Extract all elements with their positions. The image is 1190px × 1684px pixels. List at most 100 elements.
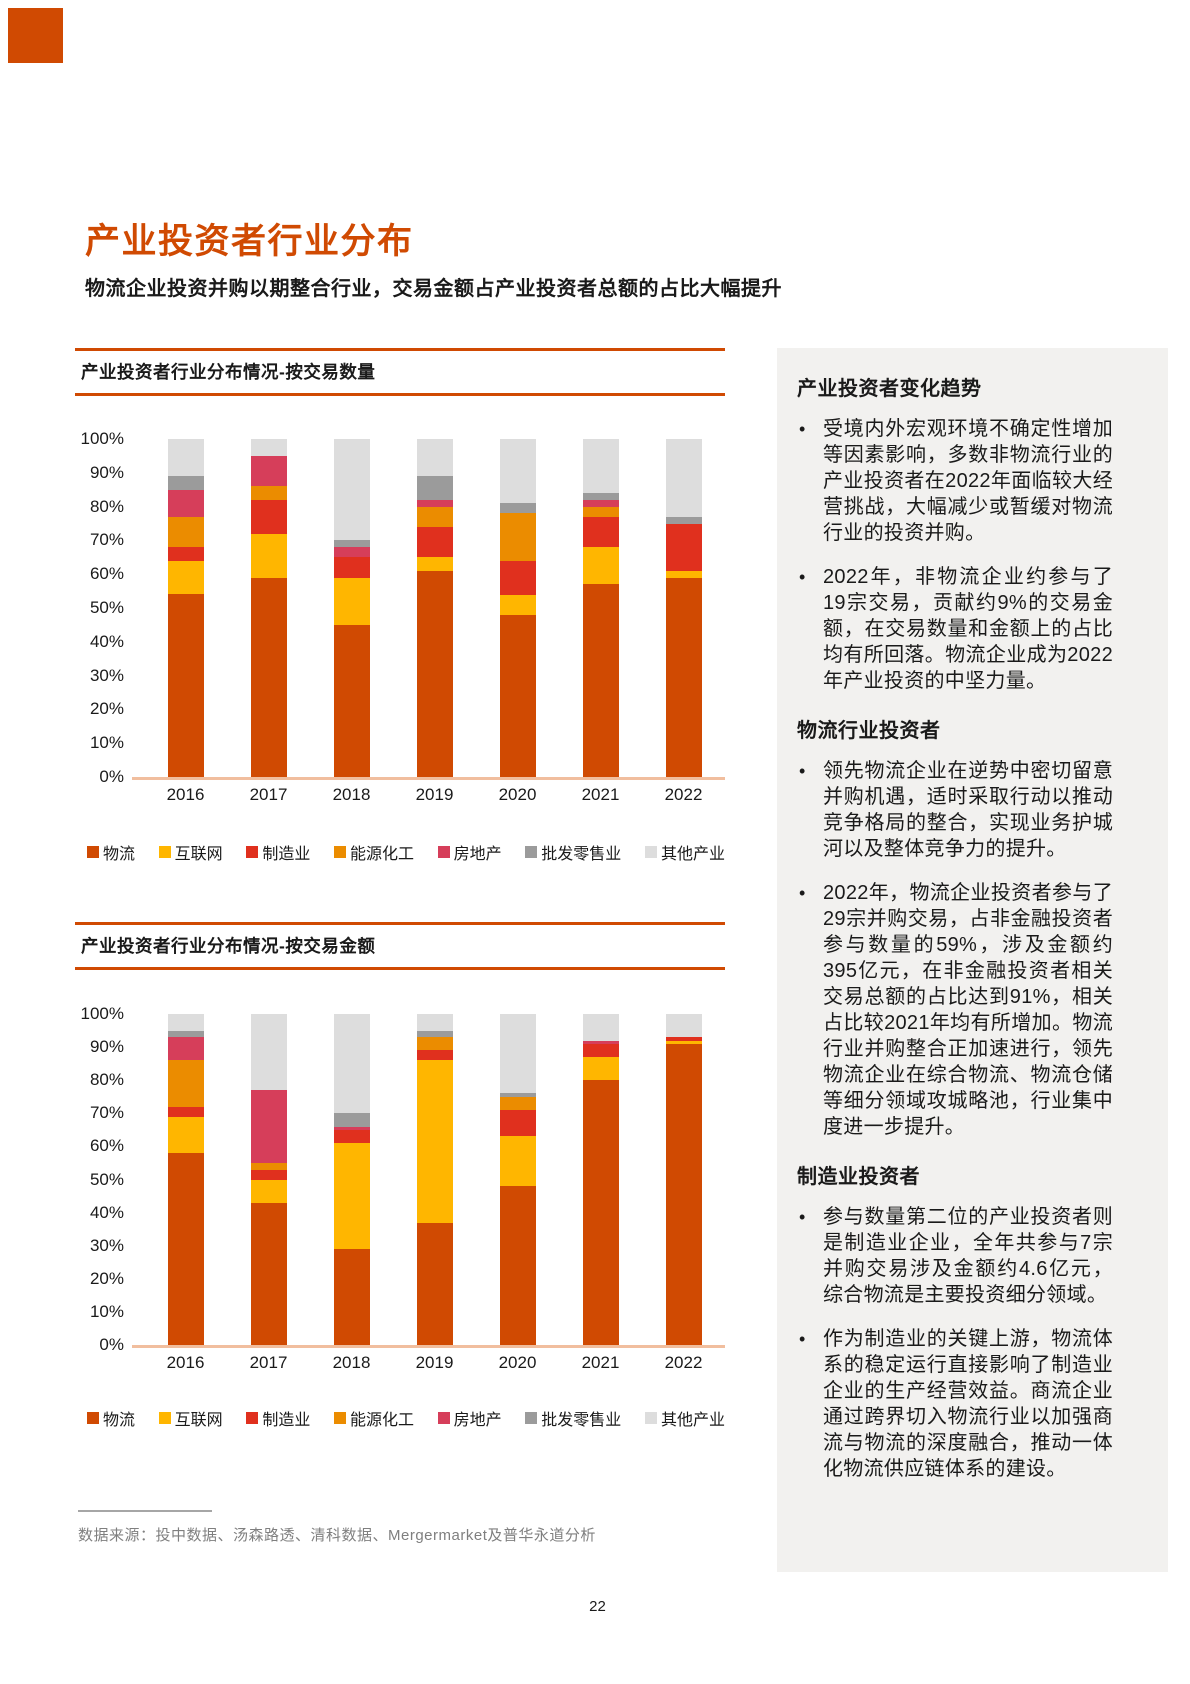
legend-swatch: [333, 1412, 346, 1424]
y-tick-label: 60%: [89, 1136, 124, 1156]
page-number: 22: [589, 1598, 606, 1615]
legend-label: 房地产: [453, 846, 502, 863]
bar-slot: [310, 1014, 393, 1345]
commentary-bullet: • 受境内外宏观环境不确定性增加等因素影响，多数非物流行业的产业投资者在2022年…: [797, 416, 1113, 546]
bar-segment: [250, 1014, 287, 1091]
bar-segment: [333, 439, 370, 541]
stacked-bar-2017: [250, 439, 287, 777]
bar-segment: [499, 513, 536, 561]
legend-item: 物流: [87, 1406, 135, 1430]
bar-segment: [167, 560, 204, 595]
bar-segment: [167, 594, 204, 777]
bar-segment: [333, 1143, 370, 1250]
bar-segment: [416, 557, 453, 571]
commentary-section: 物流行业投资者 • 领先物流企业在逆势中密切留意并购机遇，适时采取行动以推动竞争格局…: [797, 718, 1113, 1140]
bar-segment: [582, 1043, 619, 1058]
y-axis: 0% 10% 20% 30% 40% 50% 60% 70% 80% 90% 100%: [75, 1004, 132, 1354]
bullet-text: 作为制造业的关键上游，物流体系的稳定运行直接影响了制造业企业的生产经营效益。商流…: [823, 1328, 1113, 1480]
x-tick-label: 2016: [166, 785, 205, 804]
legend-item: 批发零售业: [525, 840, 621, 864]
x-tick-label: 2022: [664, 1353, 703, 1372]
legend-item: 房地产: [437, 840, 502, 864]
legend-item: 制造业: [246, 1406, 310, 1430]
bar-segment: [499, 614, 536, 777]
brand-corner-square: [8, 8, 63, 63]
bar-segment: [250, 1169, 287, 1180]
bar-segment: [333, 1126, 370, 1130]
y-tick-label: 20%: [89, 1268, 124, 1288]
bar-segment: [250, 455, 287, 487]
legend-swatch: [644, 846, 657, 858]
bar-segment: [582, 1040, 619, 1044]
bar-segment: [250, 577, 287, 777]
legend-swatch: [437, 1412, 450, 1424]
bar-slot: [476, 439, 559, 777]
bar-slot: [559, 1014, 642, 1345]
bullet-text: 领先物流企业在逆势中密切留意并购机遇，适时采取行动以推动竞争格局的整合，实现业务…: [823, 760, 1113, 860]
legend-item: 能源化工: [333, 840, 414, 864]
bar-segment: [167, 476, 204, 490]
plot-area: [132, 1014, 725, 1348]
legend-swatch: [158, 846, 171, 858]
bar-slot: [310, 439, 393, 777]
bar-segment: [499, 1186, 536, 1345]
commentary-heading: 物流行业投资者: [797, 720, 941, 742]
bar-segment: [416, 439, 453, 477]
bar-segment: [333, 1113, 370, 1127]
bar-segment: [499, 560, 536, 595]
y-tick-label: 100%: [80, 429, 124, 448]
stacked-bar-2018: [333, 439, 370, 777]
y-tick-label: 80%: [89, 496, 124, 516]
y-tick-label: 0%: [99, 767, 124, 786]
y-tick-label: 0%: [99, 1335, 124, 1354]
y-tick-label: 80%: [89, 1070, 124, 1090]
bar-segment: [665, 570, 702, 578]
plot-area: [132, 439, 725, 780]
stacked-bar-2020: [499, 439, 536, 777]
legend-label: 物流: [103, 846, 136, 863]
legend-label: 其他产业: [660, 1412, 725, 1429]
bullet-marker: •: [799, 567, 806, 587]
bar-segment: [167, 439, 204, 477]
y-tick-label: 10%: [89, 1301, 124, 1321]
chart-legend: 物流 互联网 制造业 能源化工 房地产 批发零售业 其他产业: [87, 1406, 725, 1430]
stacked-bar-2017: [250, 1014, 287, 1345]
source-note: 数据来源：投中数据、汤森路透、清科数据、Mergermarket及普华永道分析: [78, 1527, 596, 1544]
bullet-marker: •: [799, 1329, 806, 1349]
stacked-bar-2021: [582, 439, 619, 777]
legend-swatch: [437, 846, 450, 858]
x-tick-label: 2021: [581, 785, 620, 804]
bar-segment: [416, 570, 453, 777]
bar-slot: [227, 1014, 310, 1345]
commentary-heading: 制造业投资者: [797, 1166, 920, 1188]
bar-segment: [665, 523, 702, 571]
legend-label: 制造业: [262, 1412, 311, 1429]
bar-segment: [416, 499, 453, 507]
legend-swatch: [87, 1412, 99, 1424]
stacked-bar-2016: [167, 1014, 204, 1345]
legend-label: 房地产: [453, 1412, 502, 1429]
legend-swatch: [158, 1412, 171, 1424]
bar-segment: [416, 1050, 453, 1061]
bar-segment: [167, 1116, 204, 1154]
bar-segment: [167, 516, 204, 548]
legend-swatch: [246, 1412, 259, 1424]
legend-swatch: [333, 846, 346, 858]
legend-label: 批发零售业: [541, 1412, 622, 1429]
y-tick-label: 20%: [89, 699, 124, 719]
chart-by-deal-count: 产业投资者行业分布情况-按交易数量 0% 10% 20% 30% 40% 50% 60% 70…: [75, 348, 725, 864]
x-tick-label: 2020: [498, 785, 537, 804]
bar-segment: [582, 516, 619, 548]
bar-segment: [167, 1014, 204, 1031]
bar-segment: [499, 439, 536, 504]
bar-segment: [582, 584, 619, 777]
bar-segment: [499, 1093, 536, 1097]
stacked-bar-2020: [499, 1014, 536, 1345]
x-tick-label: 2020: [498, 1353, 537, 1372]
y-tick-label: 40%: [89, 1202, 124, 1222]
bullet-text: 2022年，非物流企业约参与了19宗交易，贡献约9%的交易金额，在交易数量和金额…: [823, 566, 1113, 692]
bar-segment: [167, 1060, 204, 1107]
stacked-bar-2019: [416, 439, 453, 777]
legend-item: 房地产: [437, 1406, 502, 1430]
legend-item: 批发零售业: [525, 1406, 621, 1430]
